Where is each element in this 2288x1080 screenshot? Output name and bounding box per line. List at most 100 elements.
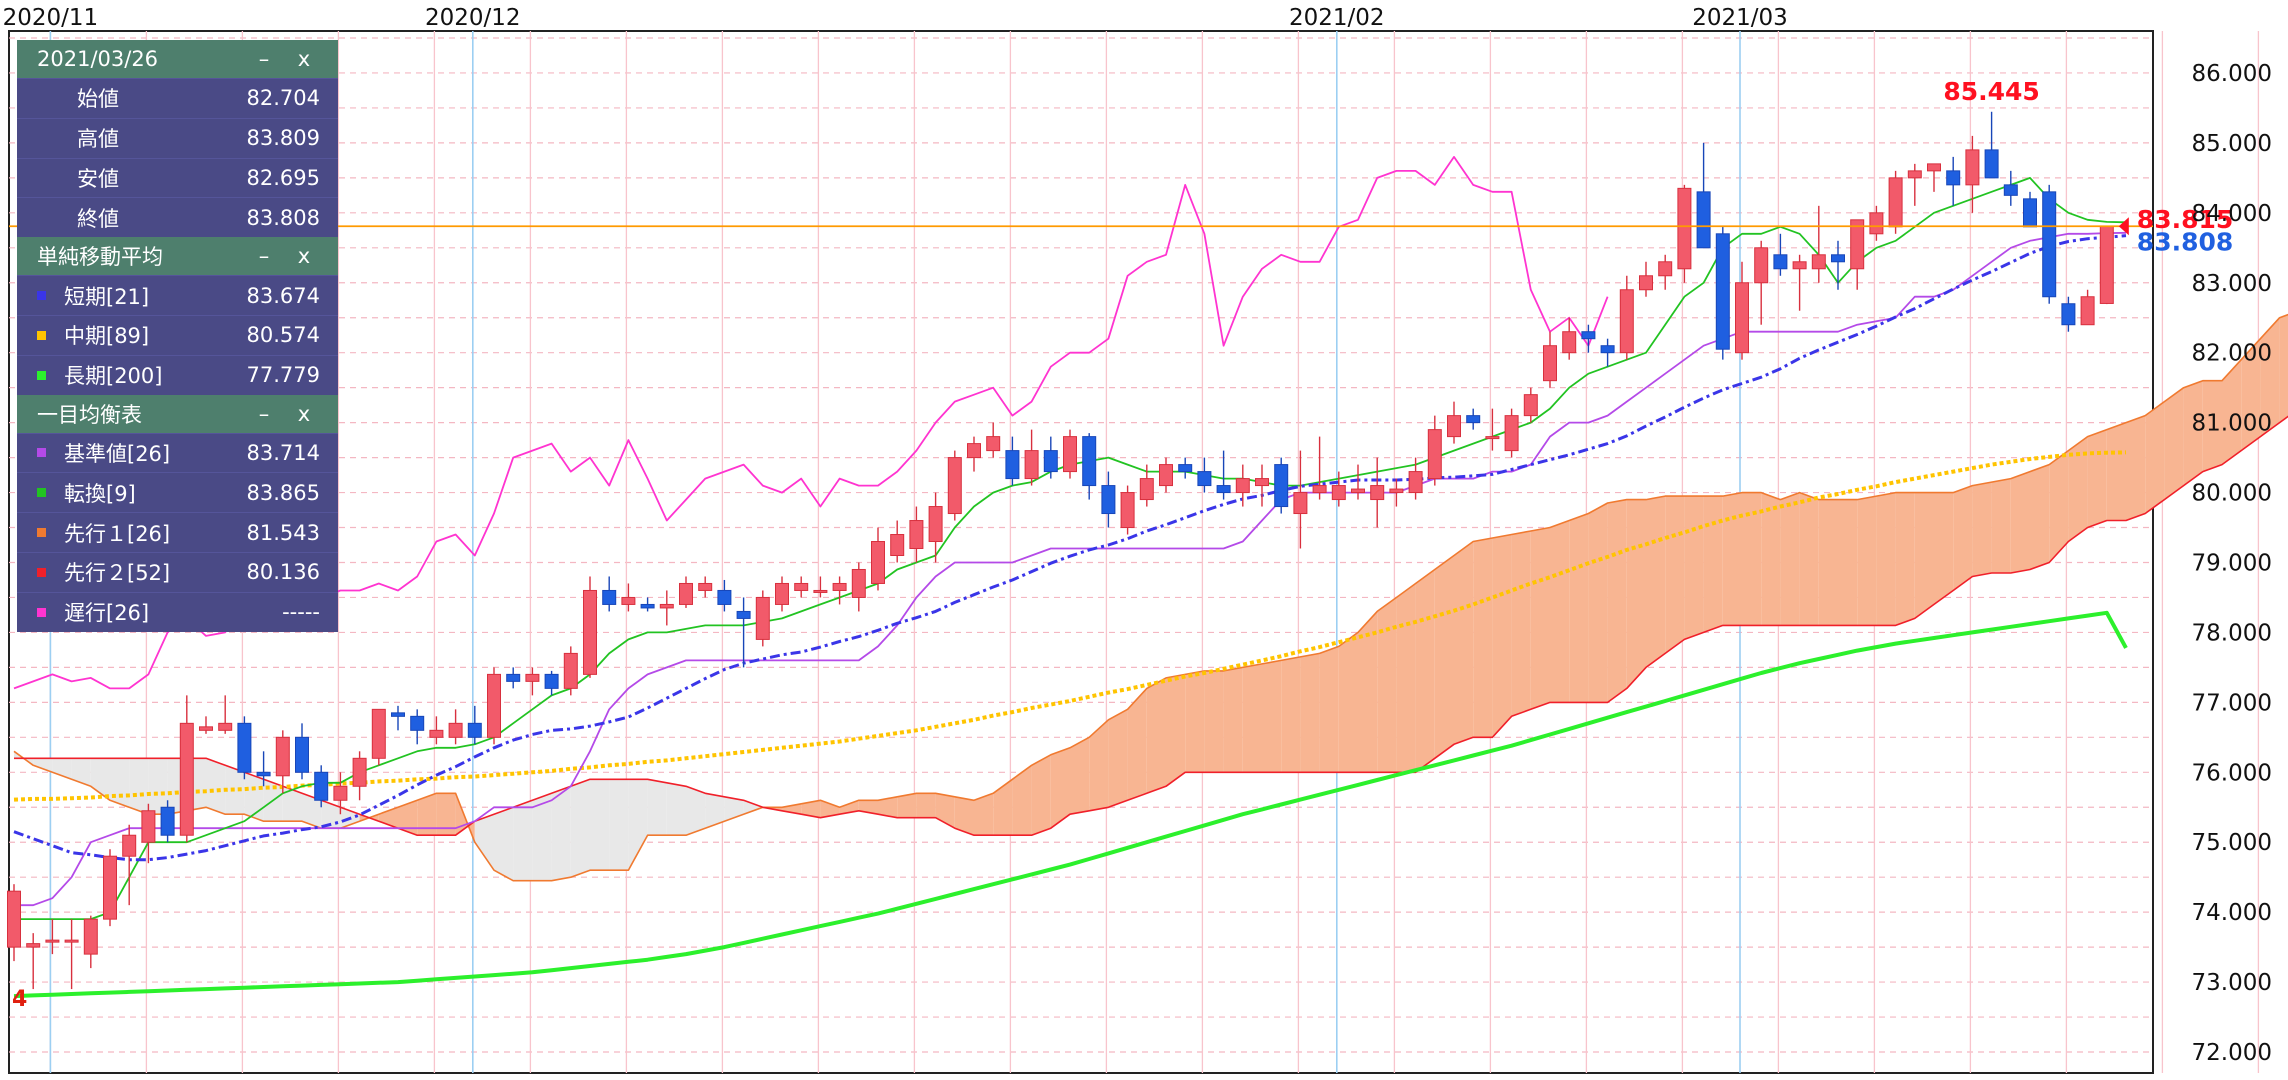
cloud-segment bbox=[2030, 464, 2050, 570]
cloud-segment bbox=[1934, 492, 1954, 605]
ohlc-panel: 2021/03/26 – x 始値 82.704 高値 83.809 安値 82.69… bbox=[17, 40, 338, 632]
legend-marker bbox=[37, 448, 46, 458]
candle-body bbox=[333, 785, 348, 801]
cloud-segment bbox=[647, 779, 667, 836]
ichimoku-panel-header: 一目均衡表 – x bbox=[17, 394, 338, 433]
cloud-segment bbox=[1857, 496, 1877, 626]
candle-body bbox=[583, 589, 597, 675]
candle-body bbox=[1773, 254, 1788, 270]
cloud-segment bbox=[1012, 765, 1032, 836]
y-tick-label: 86.000 bbox=[2192, 61, 2272, 87]
sma-minimize-button[interactable]: – bbox=[258, 244, 270, 269]
ichimoku-minimize-button[interactable]: – bbox=[258, 401, 270, 426]
ichimoku-value: 80.136 bbox=[246, 560, 320, 585]
cloud-segment bbox=[1319, 646, 1339, 773]
sma-close-button[interactable]: x bbox=[297, 244, 311, 269]
candle-body bbox=[122, 834, 137, 857]
candle-body bbox=[371, 708, 386, 759]
candle-body bbox=[1312, 485, 1327, 494]
y-tick-label: 75.000 bbox=[2192, 830, 2272, 856]
ohlc-label: 始値 bbox=[77, 87, 119, 112]
candle-body bbox=[1293, 492, 1308, 515]
left-cut-label: 4 bbox=[12, 987, 27, 1012]
candle-body bbox=[141, 810, 156, 843]
sma-long-line bbox=[13, 610, 2128, 999]
candle-body bbox=[1831, 254, 1845, 263]
candle-body bbox=[1005, 450, 1020, 480]
ichimoku-label: 転換[9] bbox=[64, 481, 136, 506]
cloud-segment bbox=[2087, 429, 2107, 528]
candle-body bbox=[448, 722, 463, 738]
cloud-segment bbox=[225, 765, 245, 815]
cloud-segment bbox=[398, 800, 418, 836]
cloud-segment bbox=[321, 800, 341, 829]
candle-body bbox=[1639, 275, 1653, 291]
cloud-segment bbox=[1550, 520, 1570, 703]
candle-body bbox=[1946, 170, 1961, 186]
candle-body bbox=[1427, 429, 1442, 480]
candle-body bbox=[429, 729, 444, 738]
ohlc-close-button[interactable]: x bbox=[297, 47, 311, 71]
candle-body bbox=[1850, 219, 1865, 270]
candle-body bbox=[1600, 345, 1615, 354]
cloud-segment bbox=[858, 800, 878, 815]
ichimoku-row-chikou: 遅行[26] ----- bbox=[17, 591, 338, 632]
candle-body bbox=[1888, 177, 1903, 228]
candle-body bbox=[621, 596, 636, 605]
last-price-arrow bbox=[2118, 217, 2129, 236]
cloud-segment bbox=[974, 793, 994, 836]
cloud-segment bbox=[2260, 317, 2280, 437]
sma-row-long: 長期[200] 77.779 bbox=[17, 354, 338, 395]
cloud-segment bbox=[1703, 496, 1723, 633]
candle-body bbox=[103, 855, 117, 920]
candle-body bbox=[275, 736, 290, 777]
ichimoku-row-tenkan: 転換[9] 83.865 bbox=[17, 472, 338, 513]
candle-body bbox=[1408, 471, 1423, 494]
sma-label: 短期[21] bbox=[64, 284, 150, 309]
y-tick-label: 74.000 bbox=[2192, 900, 2272, 926]
ohlc-row-close: 終値 83.808 bbox=[17, 197, 338, 238]
cloud-segment bbox=[148, 758, 168, 815]
cloud-segment bbox=[1876, 492, 1896, 626]
cloud-segment bbox=[2068, 436, 2088, 542]
cloud-segment bbox=[1473, 538, 1493, 738]
ichimoku-label: 先行２[52] bbox=[64, 561, 171, 586]
ohlc-minimize-button[interactable]: – bbox=[258, 47, 270, 71]
y-tick-label: 73.000 bbox=[2192, 970, 2272, 996]
cloud-segment bbox=[1377, 597, 1397, 773]
ichimoku-value: 83.714 bbox=[246, 440, 320, 465]
candle-body bbox=[1101, 485, 1116, 515]
ohlc-row-low: 安値 82.695 bbox=[17, 157, 338, 198]
cloud-segment bbox=[628, 779, 648, 871]
candle-body bbox=[1504, 415, 1519, 452]
candle-body bbox=[1715, 233, 1730, 350]
candle-body bbox=[1619, 289, 1634, 354]
ichimoku-close-button[interactable]: x bbox=[297, 401, 311, 426]
legend-marker bbox=[37, 291, 46, 301]
candle-body bbox=[1543, 345, 1557, 382]
y-tick-label: 80.000 bbox=[2192, 481, 2272, 507]
cloud-segment bbox=[1242, 663, 1262, 773]
cloud-segment bbox=[2049, 450, 2069, 563]
y-tick-label: 72.000 bbox=[2192, 1040, 2272, 1066]
ichimoku-value: ----- bbox=[282, 600, 320, 625]
cloud-segment bbox=[2126, 415, 2146, 521]
cloud-segment bbox=[282, 786, 302, 822]
candle-body bbox=[679, 582, 693, 605]
cloud-segment bbox=[1607, 499, 1627, 703]
candle-body bbox=[1082, 436, 1097, 487]
cloud-segment bbox=[1530, 527, 1550, 710]
sma-label: 中期[89] bbox=[64, 324, 150, 349]
cloud-segment bbox=[206, 758, 226, 815]
candle-body bbox=[947, 457, 962, 515]
ohlc-row-high: 高値 83.809 bbox=[17, 117, 338, 158]
cloud-segment bbox=[1434, 555, 1454, 759]
candle-body bbox=[1447, 415, 1461, 438]
cloud-segment bbox=[1281, 656, 1301, 773]
cloud-segment bbox=[743, 800, 763, 815]
cloud-segment bbox=[1127, 688, 1147, 801]
sma-panel-header: 単純移動平均 – x bbox=[17, 237, 338, 276]
candle-body bbox=[26, 943, 41, 948]
candle-body bbox=[295, 736, 309, 773]
